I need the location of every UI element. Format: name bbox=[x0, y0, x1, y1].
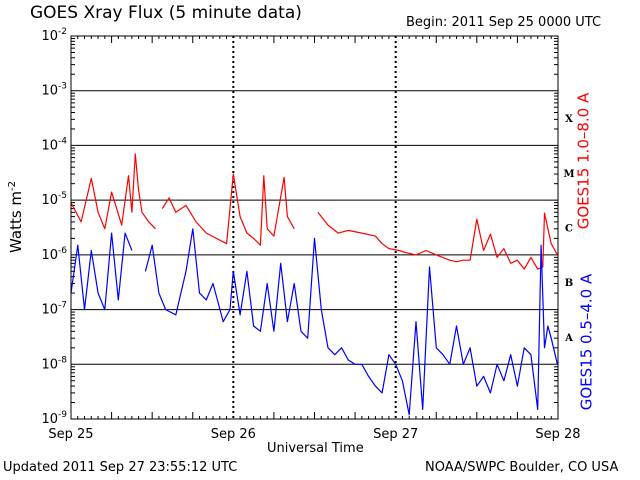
y-tick-label: 10-4 bbox=[41, 136, 67, 153]
x-tick-label: Sep 28 bbox=[535, 427, 580, 442]
credit: NOAA/SWPC Boulder, CO USA bbox=[425, 460, 619, 475]
chart-title: GOES Xray Flux (5 minute data) bbox=[30, 3, 302, 23]
x-tick-label: Sep 25 bbox=[48, 427, 93, 442]
y-tick-label: 10-7 bbox=[41, 301, 67, 318]
y-tick-label: 10-6 bbox=[41, 246, 67, 263]
begin-time: Begin: 2011 Sep 25 0000 UTC bbox=[406, 15, 602, 30]
x-tick-label: Sep 26 bbox=[211, 427, 256, 442]
series-line-long-channel bbox=[70, 153, 558, 270]
x-axis-label: Universal Time bbox=[267, 441, 364, 456]
flare-class-label: X bbox=[565, 114, 573, 125]
flare-class-label: C bbox=[565, 224, 573, 235]
y-tick-label: 10-3 bbox=[41, 82, 67, 99]
flare-class-label: B bbox=[565, 278, 573, 289]
axis-labels: 10-9 10-8 10-7 10-6 10-5 10-4 10-3 10-2 Sep 25 Se… bbox=[41, 27, 580, 442]
flare-class-label: A bbox=[564, 333, 573, 344]
updated-time: Updated 2011 Sep 27 23:55:12 UTC bbox=[3, 460, 238, 475]
y-tick-label: 10-2 bbox=[41, 27, 67, 44]
series-layer bbox=[70, 153, 558, 416]
grid bbox=[71, 36, 558, 419]
x-tick-label: Sep 27 bbox=[373, 427, 418, 442]
flare-class-label: M bbox=[563, 169, 574, 180]
y-tick-label: 10-9 bbox=[41, 410, 67, 427]
series-line-short-channel bbox=[70, 228, 558, 416]
plot-frame bbox=[70, 35, 559, 420]
y-tick-label: 10-5 bbox=[41, 191, 67, 208]
y-tick-label: 10-8 bbox=[41, 355, 67, 372]
